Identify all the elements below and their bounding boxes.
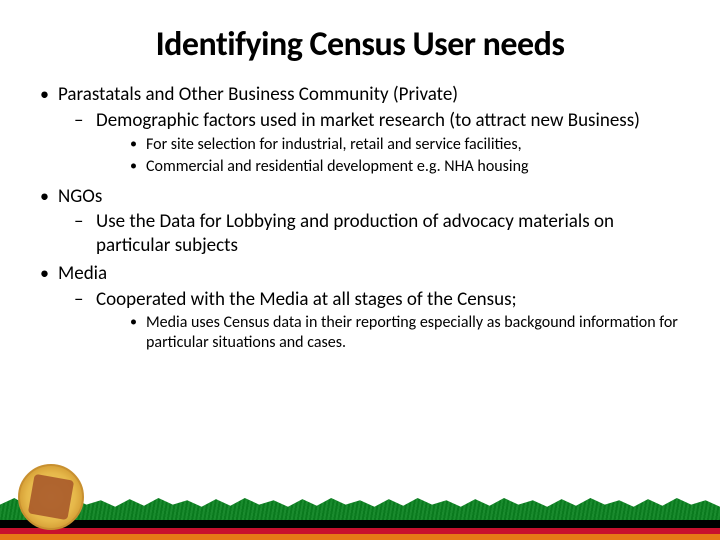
emblem-icon xyxy=(18,464,84,530)
bullet-lvl3: Commercial and residential development e… xyxy=(126,157,680,177)
grass-decoration xyxy=(0,498,720,520)
bullet-list: Parastatals and Other Business Community… xyxy=(40,83,680,353)
bullet-text: Media uses Census data in their reportin… xyxy=(146,313,678,352)
bullet-lvl3: For site selection for industrial, retai… xyxy=(126,135,680,155)
bullet-text: Demographic factors used in market resea… xyxy=(96,109,640,132)
bullet-text: For site selection for industrial, retai… xyxy=(146,135,522,154)
stripe-black xyxy=(0,520,720,528)
bullet-lvl1: NGOs Use the Data for Lobbying and produ… xyxy=(40,185,680,258)
bullet-lvl2: Demographic factors used in market resea… xyxy=(72,109,680,177)
bullet-text: Cooperated with the Media at all stages … xyxy=(96,288,517,311)
bullet-lvl2: Use the Data for Lobbying and production… xyxy=(72,210,680,258)
bullet-text: Parastatals and Other Business Community… xyxy=(58,83,458,106)
bullet-lvl2: Cooperated with the Media at all stages … xyxy=(72,288,680,354)
stripe-orange xyxy=(0,534,720,540)
bullet-text: Use the Data for Lobbying and production… xyxy=(96,210,614,257)
bullet-text: Media xyxy=(58,262,107,285)
bullet-lvl1: Parastatals and Other Business Community… xyxy=(40,83,680,177)
bullet-text: Commercial and residential development e… xyxy=(146,157,529,176)
slide-footer xyxy=(0,496,720,540)
bullet-lvl1: Media Cooperated with the Media at all s… xyxy=(40,262,680,354)
bullet-text: NGOs xyxy=(58,185,102,208)
emblem-inner-icon xyxy=(28,474,74,520)
bullet-lvl3: Media uses Census data in their reportin… xyxy=(126,313,680,353)
slide-title: Identifying Census User needs xyxy=(40,24,680,65)
slide: Identifying Census User needs Parastatal… xyxy=(0,0,720,540)
